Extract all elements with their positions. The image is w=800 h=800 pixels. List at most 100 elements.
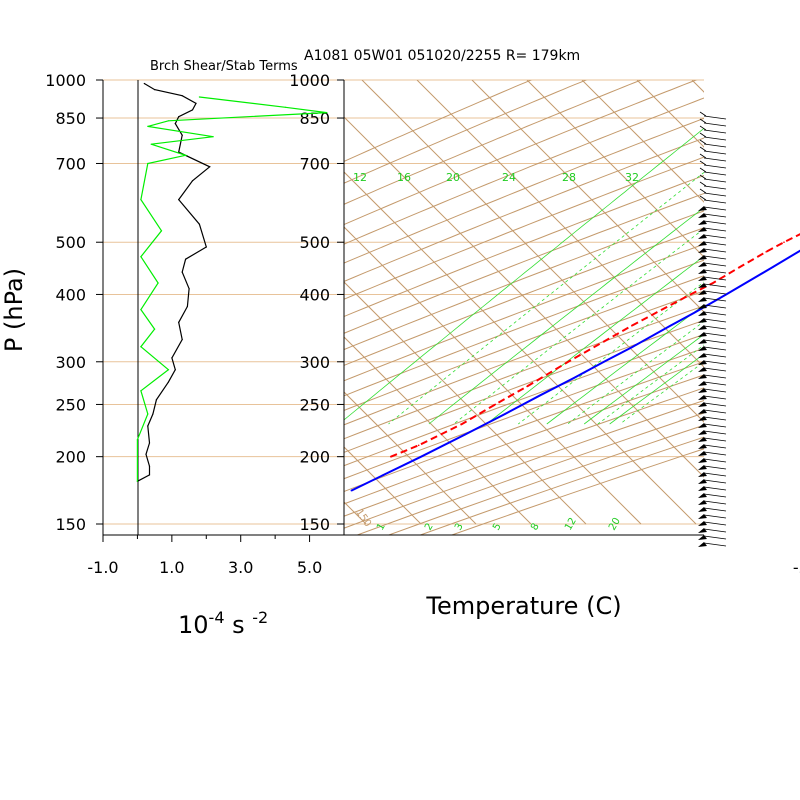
profile-point (504, 413, 506, 415)
isotherm (471, 80, 704, 313)
wind-barb-flag (698, 227, 707, 232)
wind-barb-feather (699, 125, 707, 131)
wind-barb (698, 227, 727, 232)
wind-barb-flag (698, 220, 707, 225)
wind-barb-flag (698, 276, 707, 281)
profile-point (689, 293, 692, 296)
dry-adiabat-lines (344, 80, 704, 535)
wind-barb (698, 311, 727, 316)
mixing-ratio-line (344, 127, 704, 421)
left-profile-point (167, 120, 169, 122)
wind-barb-flag (698, 262, 707, 267)
wind-barb-feather (699, 146, 707, 152)
wind-barb-staff (703, 185, 727, 190)
mixing-ratio-line (567, 320, 704, 425)
wind-barb (698, 409, 727, 414)
wind-barbs (698, 111, 727, 547)
wind-barb-staff (703, 346, 727, 351)
wind-barb-staff (703, 178, 727, 183)
wind-barb-staff (703, 262, 727, 267)
wind-barb-staff (703, 213, 727, 218)
wind-barb-flag (698, 311, 707, 316)
wind-barb-feather (699, 132, 707, 138)
temperature-profile (350, 249, 800, 492)
wind-barb (698, 444, 727, 449)
profile-point (712, 282, 714, 284)
isotherm (636, 80, 704, 148)
isotherm (344, 226, 642, 525)
isotherm (0, 80, 311, 524)
profile-point (772, 266, 774, 268)
wind-barb (698, 521, 727, 526)
wind-barb-flag (698, 241, 707, 246)
wind-barb (699, 125, 727, 134)
x-axis-label: Temperature (C) (425, 592, 621, 620)
mixing-ratio-label: 28 (562, 171, 576, 184)
wind-barb-flag (698, 206, 707, 211)
wind-barb-staff (703, 472, 727, 477)
isotherm (344, 336, 532, 525)
left-profile-point (145, 453, 147, 455)
wind-barb (699, 153, 727, 162)
skewt-x-tick-label: -20 (793, 558, 800, 577)
skewt-y-tick-label: 1000 (289, 71, 330, 90)
chart-title: A1081 05W01 051020/2255 R= 179km (304, 48, 580, 64)
wind-barb-flag (698, 416, 707, 421)
wind-barb-flag (698, 367, 707, 372)
left-x-tick-label: -1.0 (87, 558, 118, 577)
dry-adiabat (344, 347, 704, 480)
wind-barb-staff (703, 171, 727, 176)
wind-barb-feather (699, 195, 707, 201)
svg-text:10-4 s -2: 10-4 s -2 (178, 608, 268, 639)
left-profile-point (160, 230, 163, 232)
wind-barb-flag (698, 535, 707, 540)
left-profile-point (147, 125, 149, 127)
left-profile-point (147, 162, 149, 165)
skewt-y-tick-label: 500 (299, 233, 330, 252)
left-profile-point (157, 282, 159, 284)
wind-barb (699, 146, 727, 155)
wind-barb-staff (703, 381, 727, 386)
wind-barb (698, 276, 727, 281)
wind-barb-flag (698, 332, 707, 337)
wind-barb-staff (703, 416, 727, 421)
wind-barb-staff (703, 423, 727, 428)
left-profile-point (155, 399, 157, 401)
profile-point (526, 385, 528, 388)
wind-barb (698, 528, 727, 533)
wind-barb-staff (703, 283, 727, 288)
left-profile-point (140, 309, 142, 311)
left-profile-point (195, 102, 197, 104)
skewt-y-tick-label: 200 (299, 448, 330, 467)
left-profile-point (136, 439, 138, 441)
wind-barb-flag (698, 465, 707, 470)
isotherm (361, 80, 704, 423)
mixing-ratio-bottom-label: 3 (453, 521, 466, 532)
left-profile-point (198, 96, 200, 98)
left-profile-point (174, 369, 176, 371)
wind-barb (698, 374, 727, 379)
wind-barb-staff (703, 311, 727, 316)
left-y-ticks: 150 200 250 300 400 500 700 850 1000 (45, 71, 103, 534)
left-profile-point (143, 82, 145, 85)
isotherm (416, 80, 704, 368)
wind-barb-flag (698, 360, 707, 365)
wind-barb-staff (703, 535, 727, 540)
profile-point (632, 345, 634, 348)
wind-barb-staff (703, 437, 727, 442)
wind-barb (698, 297, 727, 302)
wind-barb-staff (703, 115, 727, 120)
dry-adiabat (344, 319, 704, 453)
wind-barb-staff (703, 500, 727, 505)
units-base: 10 (178, 611, 209, 639)
wind-barb-flag (698, 514, 707, 519)
left-profile-point (178, 116, 180, 118)
wind-barb-staff (703, 290, 727, 295)
wind-barb-staff (703, 227, 727, 232)
profile-point (494, 403, 497, 406)
wind-barb (699, 167, 727, 176)
profile-point (382, 474, 385, 476)
mixing-ratio-label: 32 (625, 171, 639, 184)
wind-barb-flag (698, 542, 707, 547)
profile-point (390, 455, 392, 458)
